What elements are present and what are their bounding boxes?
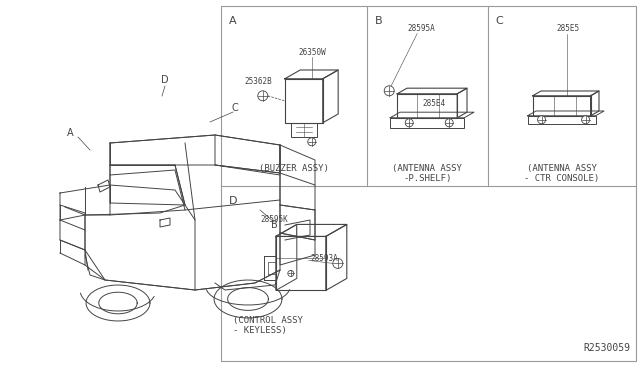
Circle shape xyxy=(445,119,453,127)
Circle shape xyxy=(258,91,268,101)
Text: 26350W: 26350W xyxy=(299,48,326,57)
Text: 28595A: 28595A xyxy=(407,23,435,33)
Text: 28593A: 28593A xyxy=(311,254,339,263)
Circle shape xyxy=(333,259,343,269)
Text: A: A xyxy=(229,16,236,26)
Text: D: D xyxy=(229,196,237,206)
Bar xyxy=(527,116,596,124)
Bar xyxy=(390,118,464,128)
Text: B: B xyxy=(375,16,382,26)
Circle shape xyxy=(384,86,394,96)
Text: 285E5: 285E5 xyxy=(557,23,580,33)
Text: C: C xyxy=(232,103,238,113)
Circle shape xyxy=(582,116,589,124)
Circle shape xyxy=(308,138,316,146)
Text: D: D xyxy=(161,75,169,85)
Text: (BUZZER ASSY): (BUZZER ASSY) xyxy=(259,164,329,173)
Text: B: B xyxy=(271,220,277,230)
Circle shape xyxy=(405,119,413,127)
Text: (CONTROL ASSY
- KEYLESS): (CONTROL ASSY - KEYLESS) xyxy=(233,316,303,335)
Text: 25362B: 25362B xyxy=(244,77,273,86)
Circle shape xyxy=(288,270,294,276)
Text: 285E4: 285E4 xyxy=(422,99,445,108)
Text: (ANTENNA ASSY
- CTR CONSOLE): (ANTENNA ASSY - CTR CONSOLE) xyxy=(524,164,599,183)
Text: (ANTENNA ASSY
-P.SHELF): (ANTENNA ASSY -P.SHELF) xyxy=(392,164,462,183)
Bar xyxy=(221,6,636,361)
Text: C: C xyxy=(496,16,504,26)
Bar xyxy=(291,123,317,137)
Text: R2530059: R2530059 xyxy=(584,343,630,353)
Circle shape xyxy=(538,116,545,124)
Text: 28595K: 28595K xyxy=(261,215,289,224)
Text: A: A xyxy=(67,128,74,138)
